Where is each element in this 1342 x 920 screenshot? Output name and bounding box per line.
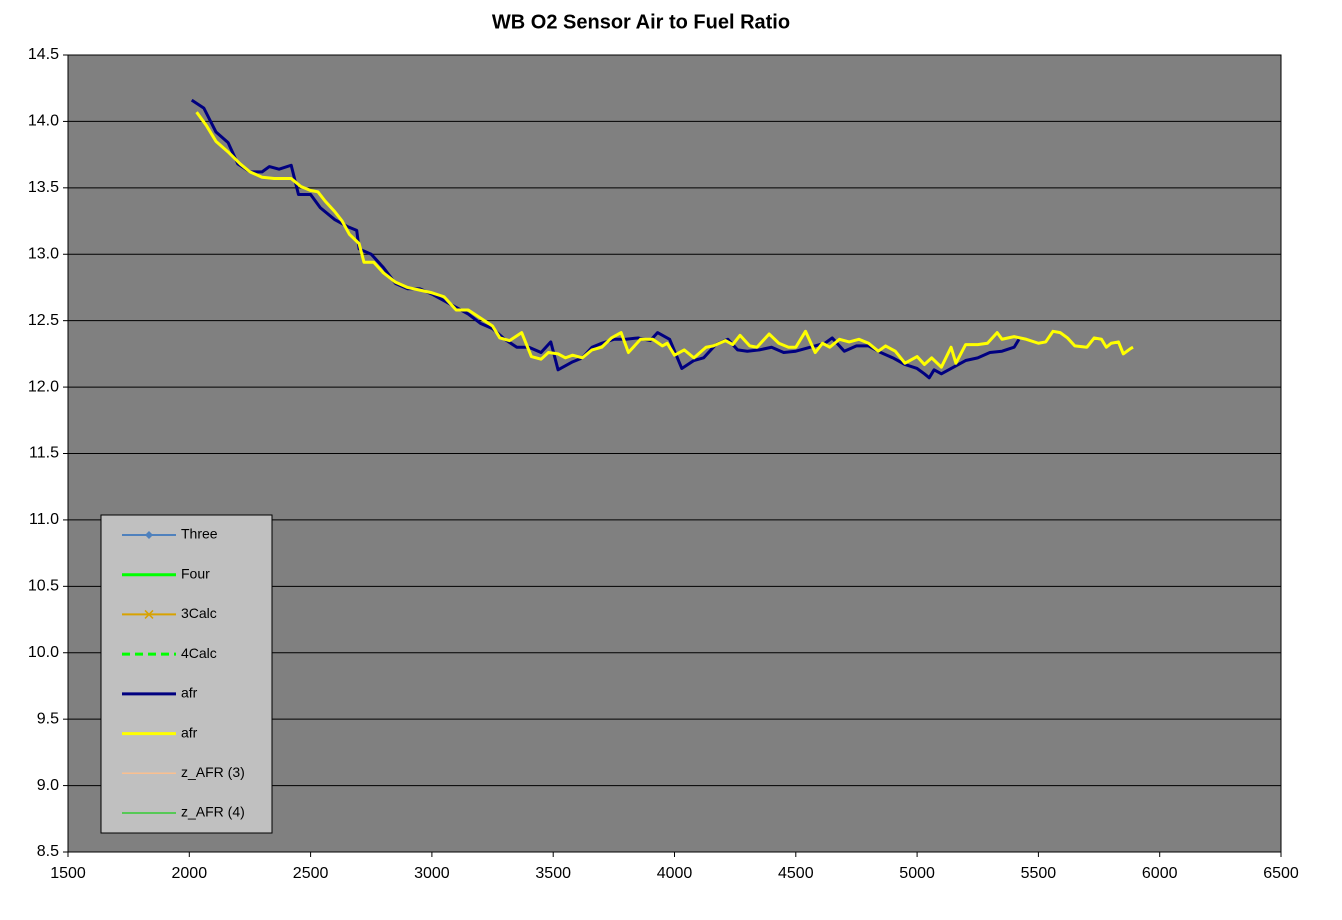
x-tick-label: 6500: [1263, 865, 1299, 882]
legend-label: afr: [181, 724, 198, 740]
y-tick-label: 11.0: [29, 511, 59, 528]
y-tick-label: 10.0: [28, 644, 59, 661]
x-tick-label: 2000: [172, 865, 208, 882]
y-tick-label: 14.0: [28, 113, 59, 130]
plot-border: [67, 54, 1282, 853]
y-tick-label: 9.5: [37, 710, 59, 727]
y-tick-label: 14.5: [28, 46, 59, 63]
legend-marker: [145, 531, 153, 539]
y-tick-label: 13.5: [28, 179, 59, 196]
x-tick-label: 4500: [778, 865, 814, 882]
y-tick-label: 12.0: [28, 378, 59, 395]
chart-title: WB O2 Sensor Air to Fuel Ratio: [492, 11, 790, 33]
x-tick-label: 5000: [899, 865, 935, 882]
legend-label: Three: [181, 526, 218, 542]
legend-label: Four: [181, 565, 210, 581]
x-tick-label: 6000: [1142, 865, 1178, 882]
y-tick-label: 13.0: [28, 245, 59, 262]
x-tick-label: 3500: [535, 865, 571, 882]
y-tick-label: 8.5: [37, 843, 59, 860]
legend-label: 3Calc: [181, 605, 217, 621]
line: [190, 98, 1021, 380]
legend-label: z_AFR (4): [181, 804, 245, 820]
y-tick-label: 11.5: [29, 445, 59, 462]
legend-marker: [144, 609, 154, 619]
legend-label: afr: [181, 685, 198, 701]
legend-box: [100, 514, 273, 834]
y-tick-label: 10.5: [28, 578, 59, 595]
y-tick-label: 9.0: [37, 777, 59, 794]
x-tick-label: 4000: [657, 865, 693, 882]
x-tick-label: 1500: [50, 865, 86, 882]
x-tick-label: 2500: [293, 865, 329, 882]
x-tick-label: 5500: [1021, 865, 1057, 882]
legend-label: z_AFR (3): [181, 764, 245, 780]
legend-label: 4Calc: [181, 645, 217, 661]
line: [195, 111, 1134, 369]
y-tick-label: 12.5: [28, 312, 59, 329]
x-tick-label: 3000: [414, 865, 450, 882]
